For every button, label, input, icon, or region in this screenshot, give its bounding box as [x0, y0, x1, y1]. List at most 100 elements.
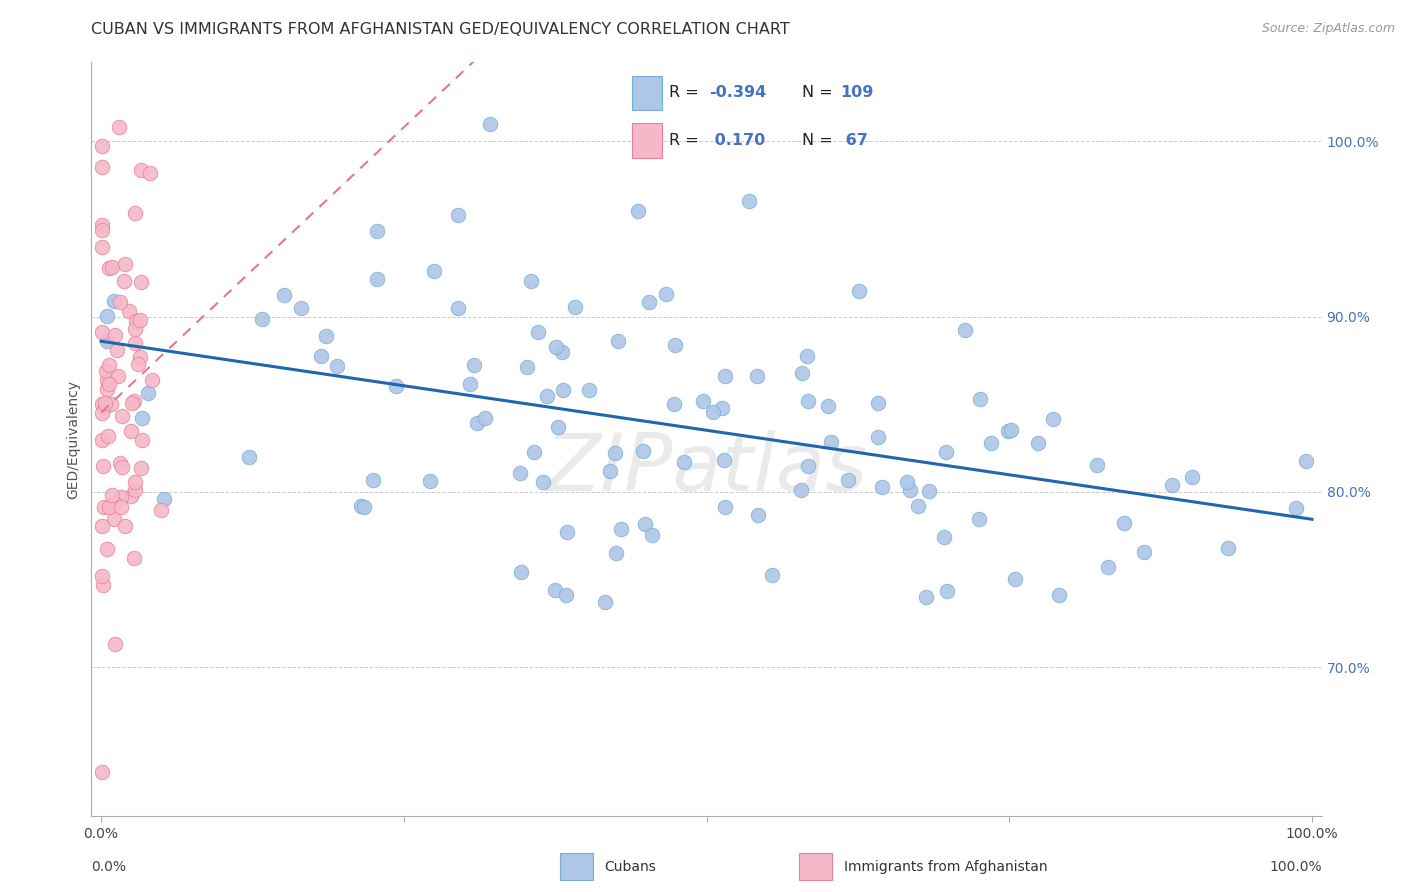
- Point: [932, 530, 955, 544]
- Point: [547, 420, 569, 434]
- Bar: [799, 853, 832, 880]
- Point: [1097, 560, 1119, 574]
- Text: CUBAN VS IMMIGRANTS FROM AFGHANISTAN GED/EQUIVALENCY CORRELATION CHART: CUBAN VS IMMIGRANTS FROM AFGHANISTAN GED…: [91, 22, 790, 37]
- Point: [463, 358, 485, 372]
- Point: [136, 385, 159, 400]
- Point: [94, 400, 117, 414]
- Point: [662, 396, 685, 410]
- Point: [714, 500, 737, 514]
- Point: [112, 273, 135, 287]
- Point: [797, 394, 820, 409]
- Point: [131, 411, 153, 425]
- Point: [1047, 588, 1070, 602]
- Point: [479, 117, 502, 131]
- Point: [817, 399, 839, 413]
- Point: [125, 314, 148, 328]
- Point: [564, 300, 586, 314]
- Point: [139, 166, 162, 180]
- Point: [896, 475, 918, 489]
- Point: [520, 274, 543, 288]
- Point: [93, 459, 115, 474]
- Point: [353, 500, 375, 514]
- Point: [631, 444, 654, 458]
- Point: [641, 528, 664, 542]
- Point: [796, 458, 818, 473]
- Point: [311, 350, 333, 364]
- Point: [606, 334, 628, 349]
- Point: [1085, 458, 1108, 473]
- Point: [98, 500, 121, 514]
- Point: [91, 433, 114, 447]
- Point: [866, 430, 889, 444]
- Text: 100.0%: 100.0%: [1270, 860, 1322, 874]
- Point: [124, 475, 146, 489]
- Point: [124, 205, 146, 219]
- Point: [91, 765, 114, 780]
- Point: [91, 397, 114, 411]
- Point: [91, 239, 114, 253]
- Point: [114, 518, 136, 533]
- Point: [953, 323, 976, 337]
- Point: [692, 394, 714, 409]
- Point: [141, 373, 163, 387]
- Point: [578, 383, 600, 397]
- Point: [101, 487, 124, 501]
- Point: [474, 411, 496, 425]
- Point: [460, 376, 482, 391]
- Point: [91, 160, 114, 174]
- Point: [91, 578, 114, 592]
- Point: [738, 194, 761, 209]
- Point: [238, 450, 260, 465]
- Point: [447, 208, 470, 222]
- Point: [326, 359, 349, 373]
- Point: [997, 424, 1019, 438]
- Point: [129, 276, 152, 290]
- Point: [110, 456, 132, 470]
- Point: [546, 340, 568, 354]
- Point: [1026, 435, 1049, 450]
- Point: [557, 524, 579, 539]
- Point: [447, 301, 470, 315]
- Point: [111, 460, 134, 475]
- Point: [1285, 501, 1308, 516]
- Bar: [560, 853, 593, 880]
- Point: [1000, 423, 1022, 437]
- Point: [713, 453, 735, 467]
- Point: [97, 429, 120, 443]
- Point: [91, 326, 114, 340]
- Text: Cubans: Cubans: [605, 860, 657, 874]
- Point: [550, 344, 572, 359]
- Point: [273, 288, 295, 302]
- Point: [672, 454, 695, 468]
- Point: [91, 139, 114, 153]
- Point: [551, 383, 574, 397]
- Point: [1161, 478, 1184, 492]
- Point: [509, 566, 531, 580]
- Point: [128, 350, 150, 364]
- Point: [131, 162, 153, 177]
- Point: [872, 480, 894, 494]
- Point: [898, 483, 921, 497]
- Point: [711, 401, 734, 415]
- Point: [250, 312, 273, 326]
- Point: [290, 301, 312, 315]
- Point: [366, 224, 388, 238]
- Text: ZIPatlas: ZIPatlas: [546, 431, 868, 508]
- Point: [91, 518, 114, 533]
- Point: [121, 396, 143, 410]
- Point: [149, 502, 172, 516]
- Point: [634, 517, 657, 532]
- Point: [103, 496, 125, 510]
- Point: [423, 264, 446, 278]
- Point: [96, 309, 118, 323]
- Point: [967, 512, 990, 526]
- Point: [516, 360, 538, 375]
- Point: [1042, 412, 1064, 426]
- Point: [654, 287, 676, 301]
- Point: [523, 444, 546, 458]
- Point: [531, 475, 554, 489]
- Point: [1181, 470, 1204, 484]
- Point: [97, 358, 120, 372]
- Point: [848, 284, 870, 298]
- Point: [790, 366, 813, 380]
